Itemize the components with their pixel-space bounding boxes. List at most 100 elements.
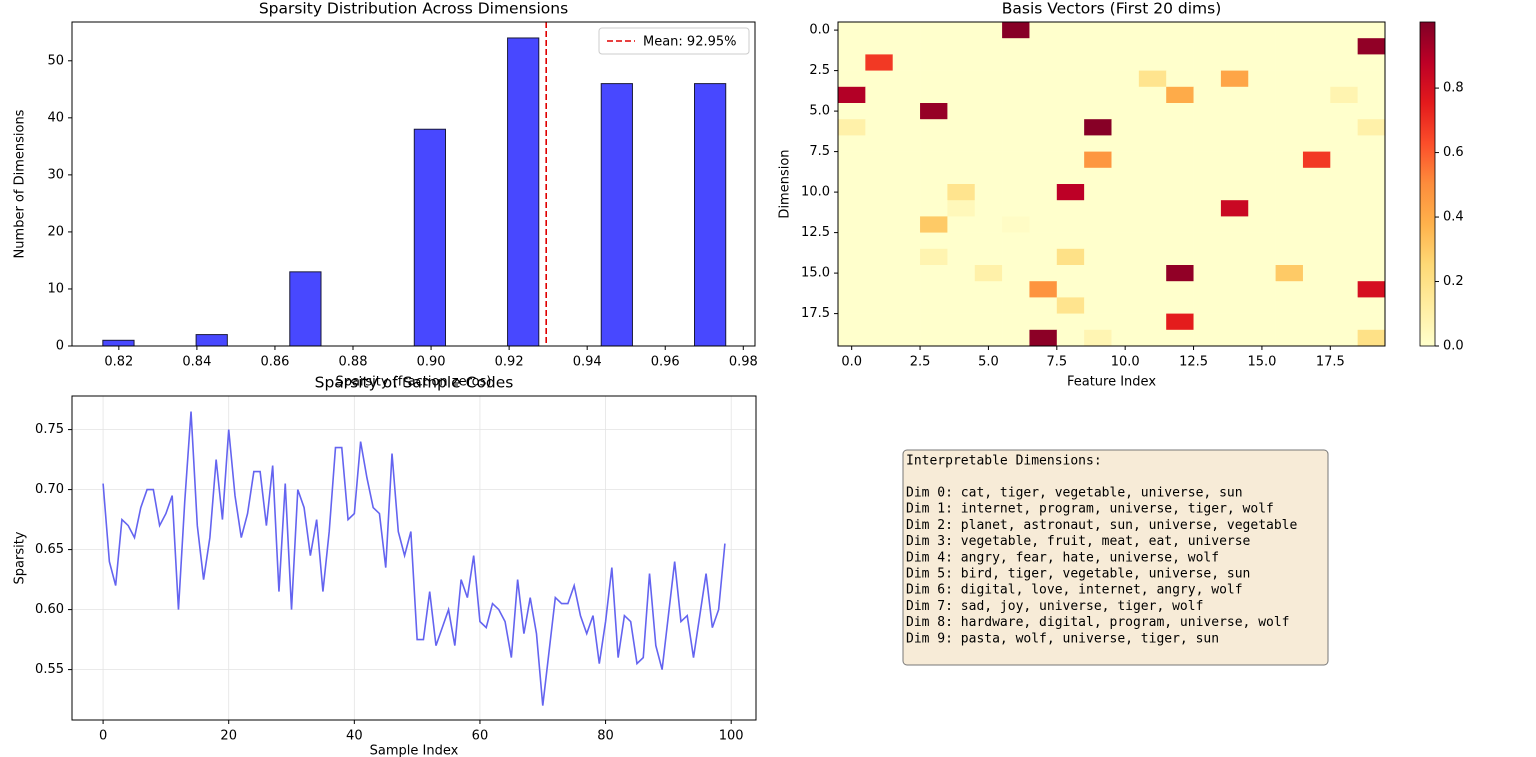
heatmap-cell (1330, 167, 1358, 185)
heatmap-cell (1248, 232, 1276, 250)
heatmap-cell (1330, 265, 1358, 282)
heatmap-cell (1302, 70, 1331, 88)
heatmap-cell (1357, 119, 1386, 136)
heatmap-cell (1002, 281, 1030, 298)
heatmap-cell (1220, 184, 1249, 201)
y-axis-label: Dimension (778, 149, 793, 218)
text-box-line: Dim 9: pasta, wolf, universe, tiger, sun (906, 631, 1219, 646)
heatmap-cell (1193, 38, 1222, 55)
heatmap-cell (920, 297, 948, 314)
heatmap-cell (1056, 135, 1085, 152)
heatmap-cell (1357, 281, 1386, 298)
heatmap-cell (1275, 216, 1304, 233)
heatmap-cell (974, 216, 1003, 233)
y-tick-label: 50 (47, 53, 64, 68)
heatmap-cell (865, 281, 893, 298)
text-box-line: Dim 6: digital, love, internet, angry, w… (906, 583, 1243, 598)
heatmap-cell (1029, 281, 1058, 298)
heatmap-cell (1357, 86, 1386, 104)
heatmap-cell (1248, 313, 1276, 331)
heatmap-cell (1275, 119, 1304, 136)
heatmap-cell (1220, 281, 1249, 298)
heatmap-cell (1084, 281, 1112, 298)
heatmap-cell (1220, 135, 1249, 152)
heatmap-cell (974, 86, 1003, 104)
heatmap-cell (1138, 216, 1167, 233)
heatmap-cell (974, 232, 1003, 250)
heatmap-cell (1275, 313, 1304, 331)
heatmap-cell (1111, 167, 1140, 185)
heatmap-cell (1357, 22, 1386, 39)
heatmap-cell (1330, 281, 1358, 298)
heatmap-cell (920, 70, 948, 88)
heatmap-cell (1002, 135, 1030, 152)
heatmap-cell (920, 248, 948, 266)
heatmap-cell (1220, 232, 1249, 250)
heatmap-cell (1193, 86, 1222, 104)
heatmap-cell (892, 151, 921, 169)
heatmap-cell (1166, 232, 1194, 250)
bar (507, 37, 540, 347)
colorbar-tick-label: 0.6 (1443, 145, 1464, 160)
heatmap-cell (1029, 313, 1058, 331)
heatmap-cell (865, 38, 893, 55)
heatmap-cell (892, 232, 921, 250)
heatmap-cell (920, 86, 948, 104)
heatmap-cell (1138, 135, 1167, 152)
heatmap-cell (865, 265, 893, 282)
heatmap-cell (1111, 216, 1140, 233)
heatmap-cell (920, 200, 948, 217)
heatmap-cell (974, 22, 1003, 39)
heatmap-cell (1166, 184, 1194, 201)
heatmap-cell (1138, 232, 1167, 250)
heatmap-cell (920, 38, 948, 55)
colorbar-tick-label: 0.2 (1443, 274, 1464, 289)
heatmap-cell (1029, 151, 1058, 169)
y-tick-label: 10 (47, 281, 64, 296)
heatmap-cell (1002, 313, 1030, 331)
heatmap-cell (838, 38, 866, 55)
heatmap-cell (1111, 70, 1140, 88)
heatmap-cell (1111, 103, 1140, 120)
heatmap-cell (892, 38, 921, 55)
heatmap-cell (1138, 281, 1167, 298)
heatmap-cell (1275, 135, 1304, 152)
heatmap-cell (1056, 22, 1085, 39)
heatmap-cell (974, 297, 1003, 314)
heatmap-cell (947, 38, 976, 55)
heatmap-cell (1330, 54, 1358, 71)
heatmap-cell (974, 119, 1003, 136)
y-tick-label: 10.0 (801, 185, 830, 200)
heatmap-cell (1248, 22, 1276, 39)
heatmap-cell (838, 313, 866, 331)
heatmap-cell (1357, 70, 1386, 88)
heatmap-cell (920, 167, 948, 185)
text-box-line: Dim 0: cat, tiger, vegetable, universe, … (906, 486, 1243, 501)
heatmap-cell (1084, 70, 1112, 88)
heatmap-cell (1248, 281, 1276, 298)
heatmap-cell (1248, 329, 1276, 347)
heatmap-cell (974, 329, 1003, 347)
heatmap-cell (1084, 151, 1112, 169)
heatmap-cell (865, 103, 893, 120)
heatmap-cell (1056, 167, 1085, 185)
heatmap-cell (1166, 54, 1194, 71)
heatmap-cell (865, 200, 893, 217)
heatmap-cell (947, 297, 976, 314)
heatmap-cell (1248, 38, 1276, 55)
text-box-line: Dim 8: hardware, digital, program, unive… (906, 615, 1290, 630)
heatmap-cell (1302, 22, 1331, 39)
heatmap-cell (1357, 313, 1386, 331)
heatmap-cell (1084, 54, 1112, 71)
heatmap-cell (1138, 167, 1167, 185)
heatmap-cell (1302, 167, 1331, 185)
heatmap-cell (1248, 167, 1276, 185)
heatmap-cell (1056, 38, 1085, 55)
heatmap-cell (1111, 248, 1140, 266)
heatmap-cell (1302, 135, 1331, 152)
bar (694, 83, 727, 347)
heatmap-cell (1029, 248, 1058, 266)
heatmap-cell (865, 313, 893, 331)
